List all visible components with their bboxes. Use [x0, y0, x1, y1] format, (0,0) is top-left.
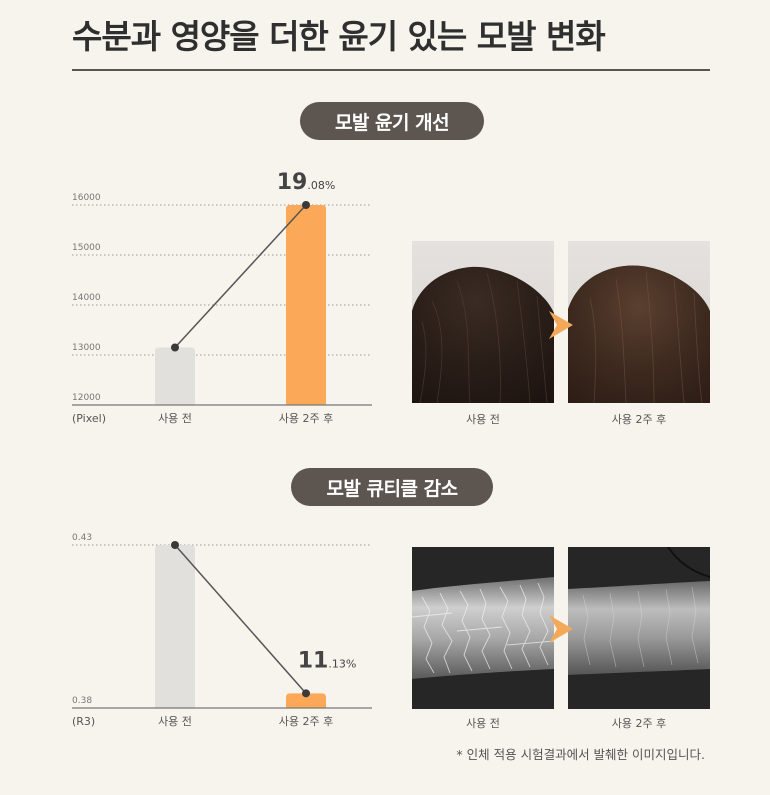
category-label: 사용 전: [158, 412, 192, 425]
photo-caption: 사용 전: [466, 717, 500, 730]
arrow-right-icon: [549, 615, 573, 643]
photo-caption: 사용 2주 후: [611, 413, 667, 426]
category-label: 사용 2주 후: [279, 412, 333, 425]
section-pill-cuticle: 모발 큐티클 감소: [291, 468, 493, 506]
y-tick-label: 16000: [72, 193, 101, 203]
photo-caption: 사용 2주 후: [611, 717, 667, 730]
trend-point: [171, 541, 179, 549]
trend-point: [171, 343, 179, 352]
unit-label: (R3): [72, 715, 95, 728]
change-percent-label: 11.13%: [298, 648, 357, 673]
bar-before: [155, 347, 195, 405]
cuticle-bar-chart: 0.43 0.38 11.13% (R3) 사용 전 사용 2주 후: [72, 533, 372, 728]
bar-after: [286, 693, 326, 708]
page-title: 수분과 영양을 더한 윤기 있는 모발 변화: [72, 17, 606, 56]
photo-caption: 사용 전: [466, 413, 500, 426]
hair-before-photo: [412, 241, 554, 403]
y-tick-label: 14000: [72, 293, 101, 303]
change-percent-label: 19.08%: [277, 170, 336, 195]
y-tick-label: 12000: [72, 393, 101, 403]
y-tick-label: 15000: [72, 243, 101, 253]
arrow-right-icon: [549, 311, 573, 339]
shine-bar-chart: 16000 15000 14000 13000 12000 19.08% (Pixel) 사용…: [72, 170, 372, 425]
bar-before: [155, 545, 195, 708]
sem-hair-after-photo: [568, 547, 710, 709]
sem-hair-before-photo: [412, 547, 554, 709]
trend-point: [302, 689, 310, 698]
title-divider: [72, 69, 710, 71]
category-label: 사용 전: [158, 715, 192, 728]
trend-line: [174, 204, 307, 349]
y-tick-label: 0.43: [72, 533, 92, 543]
bar-after: [286, 205, 326, 405]
footnote: * 인체 적용 시험결과에서 발췌한 이미지입니다.: [456, 747, 705, 762]
trend-point: [302, 201, 310, 209]
y-tick-label: 0.38: [72, 696, 92, 706]
y-tick-label: 13000: [72, 343, 101, 353]
hair-after-photo: [568, 241, 710, 403]
section-pill-shine: 모발 윤기 개선: [300, 102, 484, 140]
trend-line: [174, 544, 307, 694]
unit-label: (Pixel): [72, 412, 106, 425]
category-label: 사용 2주 후: [279, 715, 333, 728]
